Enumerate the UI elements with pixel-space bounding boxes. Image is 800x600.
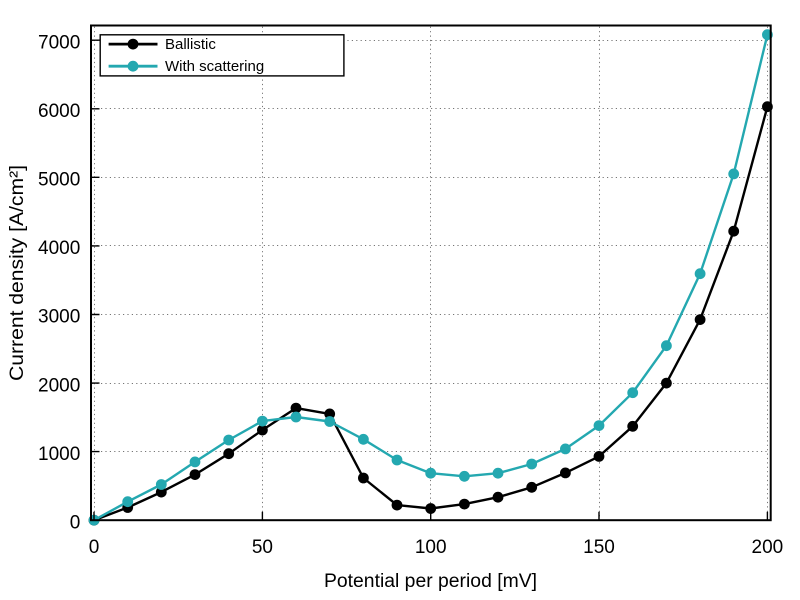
svg-text:1000: 1000 xyxy=(38,444,80,465)
svg-text:50: 50 xyxy=(252,537,273,558)
svg-text:5000: 5000 xyxy=(38,170,80,191)
svg-text:200: 200 xyxy=(752,537,784,558)
svg-text:0: 0 xyxy=(89,537,100,558)
svg-text:7000: 7000 xyxy=(38,32,80,53)
svg-text:150: 150 xyxy=(583,537,615,558)
svg-text:3000: 3000 xyxy=(38,307,80,328)
svg-text:Current density [A/cm²]: Current density [A/cm²] xyxy=(7,165,28,381)
svg-text:Ballistic: Ballistic xyxy=(165,36,216,53)
svg-text:With scattering: With scattering xyxy=(165,58,264,75)
svg-text:4000: 4000 xyxy=(38,238,80,259)
svg-text:Potential per period [mV]: Potential per period [mV] xyxy=(324,571,537,592)
svg-text:2000: 2000 xyxy=(38,375,80,396)
svg-text:6000: 6000 xyxy=(38,101,80,122)
svg-text:0: 0 xyxy=(70,512,81,533)
svg-text:100: 100 xyxy=(415,537,447,558)
